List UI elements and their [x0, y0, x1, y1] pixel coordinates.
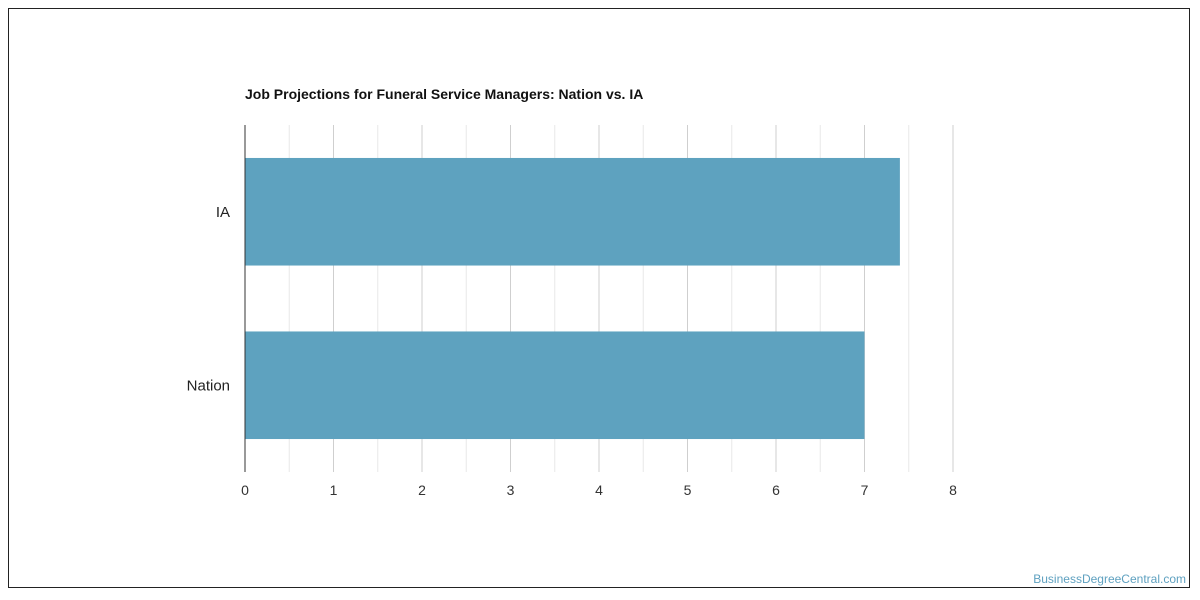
bar-ia — [245, 157, 900, 266]
x-tick-label: 1 — [330, 482, 338, 498]
x-tick-label: 3 — [507, 482, 515, 498]
category-label: IA — [216, 204, 230, 221]
x-tick-label: 5 — [684, 482, 692, 498]
bar-nation — [245, 331, 865, 440]
labels: IA Nation 0 1 2 3 4 5 6 7 8 — [187, 204, 957, 498]
watermark: BusinessDegreeCentral.com — [1033, 572, 1186, 586]
x-tick-label: 6 — [772, 482, 780, 498]
x-tick-label: 7 — [861, 482, 869, 498]
x-tick-label: 8 — [949, 482, 957, 498]
chart-title: Job Projections for Funeral Service Mana… — [245, 86, 644, 102]
x-tick-label: 2 — [418, 482, 426, 498]
x-tick-label: 0 — [241, 482, 249, 498]
bars — [245, 157, 900, 440]
category-label: Nation — [187, 377, 230, 394]
x-tick-label: 4 — [595, 482, 603, 498]
